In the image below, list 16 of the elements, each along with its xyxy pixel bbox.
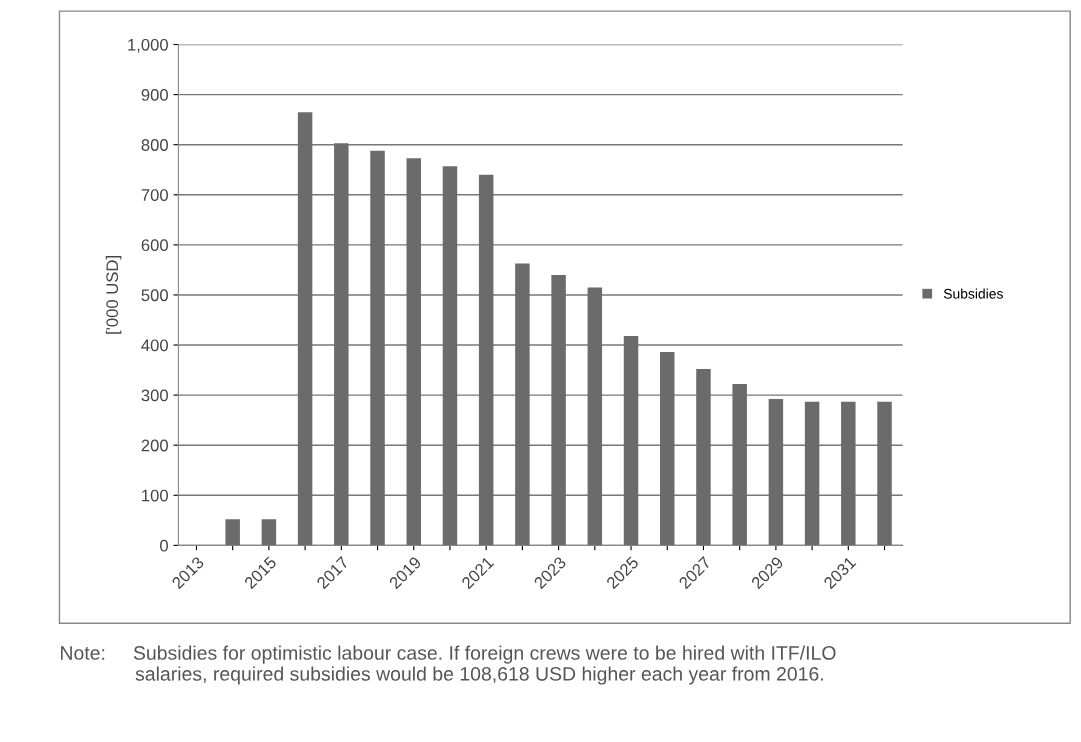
y-tick-label: 400 bbox=[141, 339, 168, 352]
bar bbox=[261, 519, 277, 546]
y-tick-label: 700 bbox=[141, 189, 168, 201]
bar bbox=[225, 519, 240, 546]
y-axis-title: ['000 USD] bbox=[105, 256, 122, 334]
y-tick-label: 0 bbox=[160, 539, 168, 552]
text: Note: Subsidies for optimistic labour case. If foreign crews were to be hired with ITF/ILO salaries, required subsidies would be 108,618 USD higher each year from 2016. bbox=[61, 645, 836, 685]
y-tick-label: 100 bbox=[142, 489, 168, 502]
y-tick-label: 600 bbox=[141, 239, 168, 252]
y-tick-label: 900 bbox=[141, 89, 168, 101]
y-tick-label: 1,000 bbox=[128, 38, 168, 53]
y-tick-label: 800 bbox=[141, 139, 168, 151]
y-tick-label: 500 bbox=[141, 289, 168, 302]
y-tick-label: 200 bbox=[141, 439, 168, 452]
y-tick-label: 300 bbox=[141, 389, 168, 402]
legend-label: Subsidies bbox=[943, 288, 1003, 299]
